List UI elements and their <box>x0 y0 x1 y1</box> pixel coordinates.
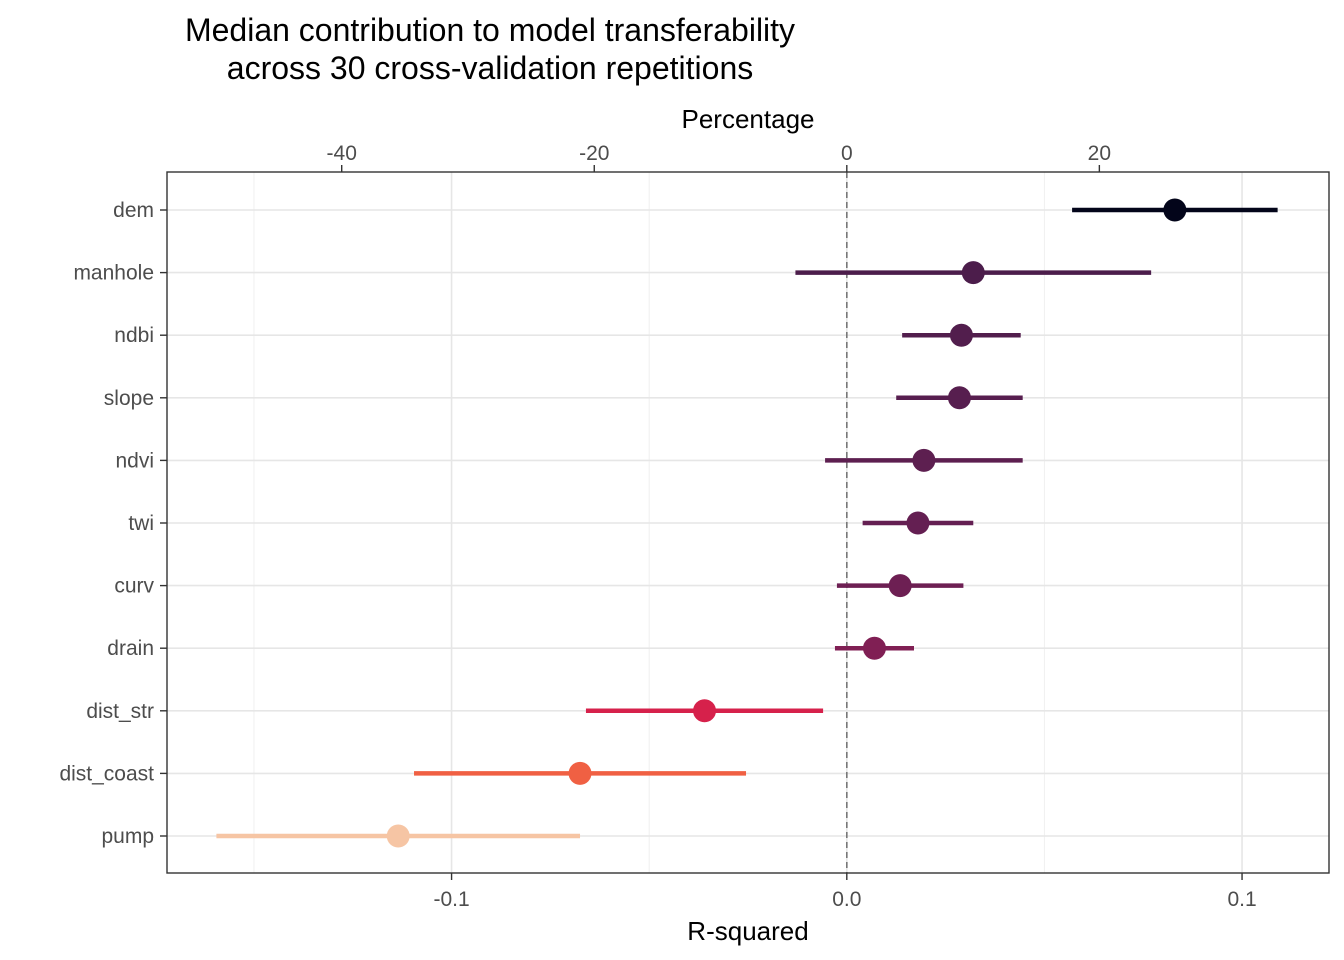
axis-ticks-and-labels: -0.1 0.0 0.1 -40 -20 0 20 dem manhole ndbi slope nd… <box>59 142 1256 911</box>
point-dist_coast <box>568 761 592 785</box>
point-twi <box>906 511 930 535</box>
bottom-tick-label: 0.1 <box>1227 888 1256 911</box>
point-dem <box>1163 198 1187 222</box>
point-slope <box>947 386 971 410</box>
category-label-dist_str: dist_str <box>86 700 154 723</box>
top-tick-label: 20 <box>1088 142 1111 165</box>
point-manhole <box>961 261 985 285</box>
chart-title-line-2: across 30 cross-validation repetitions <box>227 50 753 86</box>
category-label-twi: twi <box>128 512 154 535</box>
top-tick-label: 0 <box>841 142 853 165</box>
bottom-tick-label: 0.0 <box>832 888 861 911</box>
top-tick-label: -40 <box>327 142 357 165</box>
category-label-dem: dem <box>113 199 154 222</box>
point-drain <box>862 636 886 660</box>
category-label-slope: slope <box>104 387 154 410</box>
category-label-drain: drain <box>107 637 154 660</box>
point-dist_str <box>693 699 717 723</box>
point-curv <box>888 574 912 598</box>
bottom-tick-label: -0.1 <box>433 888 469 911</box>
category-label-ndbi: ndbi <box>114 324 154 347</box>
category-label-ndvi: ndvi <box>115 449 154 472</box>
chart-title-line-1: Median contribution to model transferabi… <box>185 12 795 48</box>
point-pump <box>386 824 410 848</box>
category-label-manhole: manhole <box>73 262 154 285</box>
point-ndvi <box>912 448 936 472</box>
bottom-axis-title: R-squared <box>687 916 808 946</box>
category-label-dist_coast: dist_coast <box>59 762 154 785</box>
category-label-pump: pump <box>101 825 154 848</box>
point-ndbi <box>949 323 973 347</box>
top-tick-label: -20 <box>579 142 609 165</box>
category-label-curv: curv <box>114 575 154 598</box>
plot-marks <box>216 172 1278 873</box>
top-axis-title: Percentage <box>682 104 815 134</box>
